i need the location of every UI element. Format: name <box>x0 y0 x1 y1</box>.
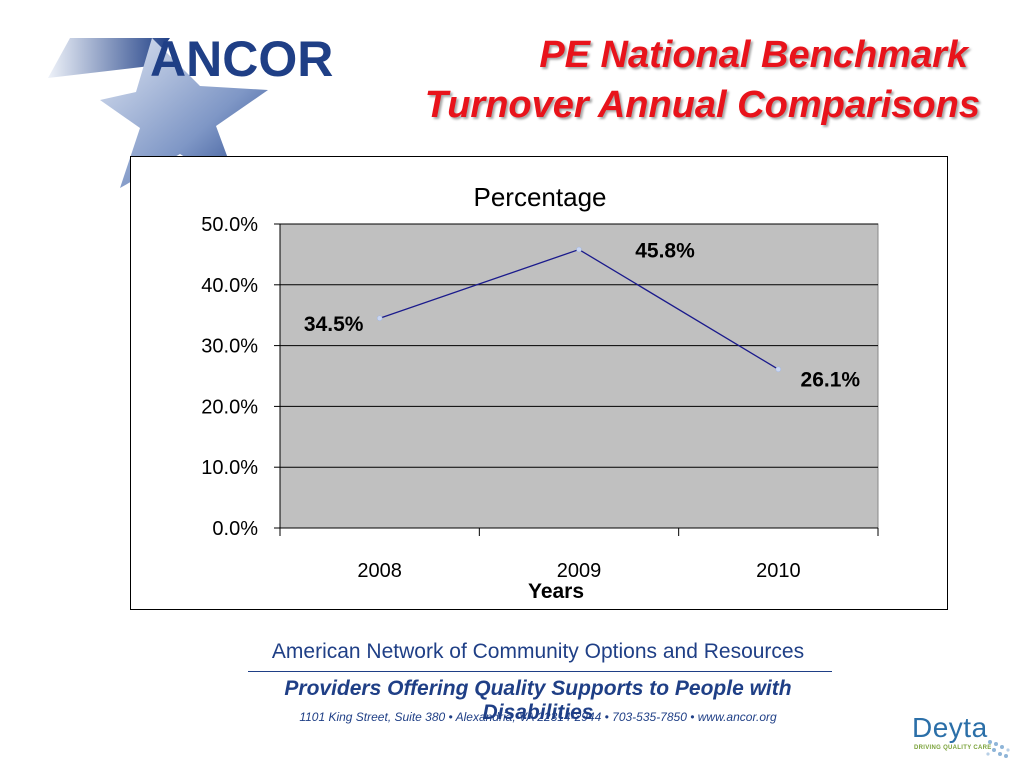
data-point <box>775 366 782 373</box>
x-tick-label: 2009 <box>557 560 602 582</box>
footer-divider <box>248 671 832 672</box>
plot-area <box>279 223 879 529</box>
line-chart: 0.0% 10.0% 20.0% 30.0% 40.0% 50.0% 2008 2009 201… <box>201 182 879 603</box>
y-tick-label: 40.0% <box>201 275 258 297</box>
deyta-logo: Deyta DRIVING QUALITY CARE <box>908 712 1018 762</box>
chart-title: Percentage <box>474 182 607 212</box>
y-tick-label: 10.0% <box>201 457 258 479</box>
data-label: 34.5% <box>304 313 364 336</box>
footer-org-name: American Network of Community Options an… <box>271 640 805 663</box>
data-label: 45.8% <box>635 240 695 263</box>
logo-star <box>100 38 268 191</box>
ancor-logo: ANCOR <box>48 31 333 191</box>
x-tick-label: 2010 <box>756 560 801 582</box>
logo-wordmark: ANCOR <box>150 31 333 87</box>
data-label: 26.1% <box>801 368 861 391</box>
footer-tagline: Providers Offering Quality Supports to P… <box>284 677 792 724</box>
x-axis-title: Years <box>528 580 584 603</box>
y-tick-label: 30.0% <box>201 336 258 358</box>
logo-band <box>48 38 170 78</box>
y-tick-label: 50.0% <box>201 214 258 236</box>
footer-address: 1101 King Street, Suite 380 • Alexandria… <box>299 710 777 724</box>
y-tick-label: 20.0% <box>201 396 258 418</box>
deyta-wordmark: Deyta <box>912 712 988 743</box>
x-tick-label: 2008 <box>357 560 402 582</box>
chart-frame: 0.0% 10.0% 20.0% 30.0% 40.0% 50.0% 2008 2009 201… <box>130 156 948 610</box>
slide-title: PE National Benchmark Turnover Annual Co… <box>260 30 980 130</box>
title-line-1: PE National Benchmark <box>539 34 968 76</box>
y-tick-label: 0.0% <box>212 518 258 540</box>
deyta-tagline: DRIVING QUALITY CARE <box>914 745 992 751</box>
data-point <box>376 315 383 321</box>
title-line-2: Turnover Annual Comparisons <box>424 84 980 126</box>
deyta-dots-icon <box>986 740 1010 758</box>
data-point <box>576 246 582 253</box>
